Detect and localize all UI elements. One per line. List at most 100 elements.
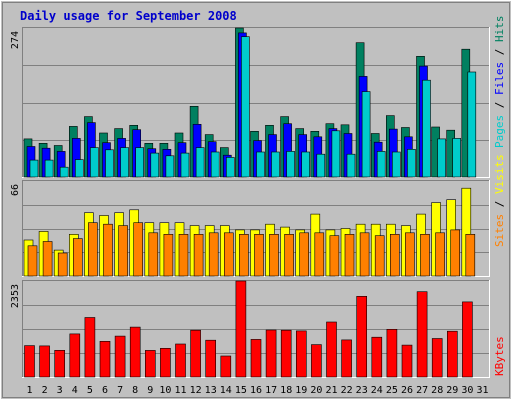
bar-kbytes-day-15 (235, 280, 247, 378)
bar-sites-day-4 (73, 238, 83, 277)
bar-kbytes-day-6 (99, 340, 111, 378)
bar-kbytes-day-13 (205, 339, 216, 378)
bar-sites-day-28 (435, 232, 445, 277)
bar-kbytes-day-9 (145, 350, 156, 378)
bar-sites-day-20 (314, 232, 325, 277)
panel-hits-ymax-label: 274 (10, 31, 21, 49)
bar-kbytes-day-17 (265, 329, 277, 378)
x-tick-label: 30 (461, 385, 473, 396)
bar-sites-day-22 (344, 234, 355, 277)
legend-part-kbytes: KBytes (493, 336, 506, 376)
bar-sites-day-16 (254, 234, 264, 277)
panel-kbytes-ymax-label: 2353 (10, 284, 21, 308)
bar-pages-day-22 (346, 153, 356, 178)
x-tick-label: 26 (401, 385, 413, 396)
bar-pages-day-6 (105, 149, 114, 178)
bar-pages-day-30 (467, 71, 477, 178)
bar-pages-day-11 (180, 152, 190, 178)
x-tick-label: 6 (102, 385, 108, 396)
bar-pages-day-24 (376, 151, 386, 178)
x-tick-label: 28 (431, 385, 443, 396)
bar-pages-day-25 (391, 151, 401, 178)
legend-separator: / (493, 42, 506, 62)
panel-sites-ymax-label: 66 (10, 184, 21, 196)
bar-kbytes-day-24 (371, 336, 383, 378)
bar-sites-day-3 (57, 252, 68, 277)
x-tick-label: 21 (325, 385, 337, 396)
x-tick-label: 2 (42, 385, 48, 396)
panel-kbytes-legend-label: KBytes (493, 336, 506, 376)
x-tick-label: 16 (250, 385, 262, 396)
bar-pages-day-27 (422, 79, 431, 178)
bar-pages-day-20 (316, 153, 326, 178)
bar-pages-day-5 (90, 147, 99, 178)
bar-pages-day-23 (361, 91, 371, 178)
bar-pages-day-1 (29, 159, 39, 178)
legend-part-visits: Visits (493, 154, 506, 194)
bar-kbytes-day-28 (431, 338, 443, 378)
bar-kbytes-day-10 (160, 347, 171, 378)
bar-sites-day-1 (27, 245, 38, 277)
bar-sites-day-12 (193, 234, 204, 277)
bar-sites-day-25 (389, 234, 400, 277)
bar-sites-day-30 (465, 234, 476, 277)
panel-hits-legend-label: Pages / Files / Hits (493, 16, 506, 149)
bar-pages-day-9 (150, 152, 160, 178)
chart-title: Daily usage for September 2008 (20, 9, 237, 23)
bar-kbytes-day-18 (280, 329, 292, 378)
legend-part-files: Files (493, 62, 506, 95)
x-tick-label: 13 (205, 385, 217, 396)
bar-kbytes-day-12 (190, 329, 201, 378)
legend-separator: / (493, 95, 506, 115)
legend-separator: / (493, 194, 506, 214)
bar-pages-day-28 (437, 138, 446, 178)
bar-pages-day-18 (286, 151, 295, 178)
bar-kbytes-day-1 (24, 345, 35, 378)
x-tick-label: 3 (57, 385, 63, 396)
x-tick-label: 17 (265, 385, 277, 396)
bar-kbytes-day-11 (175, 343, 186, 378)
bar-kbytes-day-23 (356, 295, 368, 378)
bar-pages-day-3 (59, 166, 69, 178)
bar-kbytes-day-22 (341, 339, 352, 378)
bar-sites-day-26 (405, 232, 415, 277)
bar-sites-day-14 (224, 232, 234, 277)
x-tick-label: 8 (132, 385, 138, 396)
bar-pages-day-19 (301, 151, 311, 178)
bar-kbytes-day-20 (311, 344, 322, 378)
x-tick-label: 19 (295, 385, 307, 396)
bar-pages-day-2 (44, 159, 54, 178)
x-tick-label: 23 (356, 385, 368, 396)
x-tick-label: 15 (235, 385, 247, 396)
bar-kbytes-day-16 (250, 339, 262, 378)
x-tick-label: 10 (159, 385, 171, 396)
x-tick-label: 12 (190, 385, 202, 396)
bar-sites-day-8 (133, 222, 143, 277)
bar-sites-day-27 (420, 234, 430, 277)
x-tick-label: 27 (416, 385, 428, 396)
bar-kbytes-day-2 (39, 345, 50, 378)
bar-sites-day-11 (178, 234, 189, 277)
bar-pages-day-17 (271, 151, 280, 178)
bar-kbytes-day-4 (69, 333, 81, 378)
bar-kbytes-day-27 (416, 291, 428, 378)
bar-sites-day-10 (163, 234, 174, 277)
x-tick-label: 25 (386, 385, 398, 396)
bar-pages-day-7 (120, 147, 129, 178)
x-tick-label: 18 (280, 385, 292, 396)
bar-sites-day-18 (284, 234, 294, 277)
bar-kbytes-day-14 (220, 355, 232, 378)
legend-part-pages: Pages (493, 115, 506, 148)
bar-sites-day-9 (148, 232, 159, 277)
bar-pages-day-26 (407, 149, 416, 178)
x-tick-label: 9 (147, 385, 153, 396)
bar-kbytes-day-8 (129, 326, 141, 378)
bar-kbytes-day-19 (295, 330, 307, 378)
legend-part-sites: Sites (493, 214, 506, 247)
bar-kbytes-day-25 (386, 328, 398, 378)
panel-sites-legend-label: Sites / Visits (493, 154, 506, 247)
bar-pages-day-21 (331, 130, 341, 178)
